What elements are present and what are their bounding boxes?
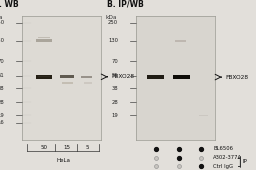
Bar bbox=[36, 39, 52, 42]
Text: 70: 70 bbox=[111, 59, 118, 64]
Text: 28: 28 bbox=[111, 100, 118, 105]
Bar bbox=[62, 82, 72, 84]
Text: 38: 38 bbox=[112, 86, 118, 91]
Text: B. IP/WB: B. IP/WB bbox=[107, 0, 144, 9]
Text: 70: 70 bbox=[0, 59, 4, 64]
Text: 15: 15 bbox=[63, 145, 70, 150]
Text: 5: 5 bbox=[85, 145, 89, 150]
Bar bbox=[173, 75, 190, 79]
Text: 19: 19 bbox=[0, 113, 4, 118]
Text: A. WB: A. WB bbox=[0, 0, 19, 9]
Bar bbox=[38, 37, 50, 38]
Text: FBXO28: FBXO28 bbox=[111, 74, 135, 79]
Text: 38: 38 bbox=[0, 86, 4, 91]
Text: BL6506: BL6506 bbox=[214, 146, 233, 151]
Text: Ctrl IgG: Ctrl IgG bbox=[214, 164, 233, 169]
Text: 19: 19 bbox=[111, 113, 118, 118]
Bar bbox=[175, 40, 186, 42]
Bar bbox=[38, 76, 50, 77]
Bar bbox=[81, 76, 92, 78]
Text: 130: 130 bbox=[108, 38, 118, 44]
Bar bbox=[147, 75, 164, 79]
Text: HeLa: HeLa bbox=[56, 158, 70, 163]
Text: 28: 28 bbox=[0, 100, 4, 105]
Bar bbox=[199, 115, 208, 116]
Text: 51: 51 bbox=[111, 73, 118, 78]
Text: IP: IP bbox=[243, 159, 248, 164]
Text: 130: 130 bbox=[0, 38, 4, 44]
Text: A302-377A: A302-377A bbox=[214, 155, 243, 160]
Bar bbox=[60, 75, 74, 78]
Bar bbox=[84, 82, 92, 84]
Bar bbox=[36, 75, 52, 79]
Text: kDa: kDa bbox=[105, 15, 117, 20]
Text: 51: 51 bbox=[0, 73, 4, 78]
Text: 250: 250 bbox=[0, 20, 4, 26]
Text: kDa: kDa bbox=[0, 15, 3, 20]
Text: 250: 250 bbox=[108, 20, 118, 26]
Text: FBXO28: FBXO28 bbox=[225, 75, 249, 80]
Text: 16: 16 bbox=[0, 120, 4, 125]
Text: 50: 50 bbox=[40, 145, 47, 150]
